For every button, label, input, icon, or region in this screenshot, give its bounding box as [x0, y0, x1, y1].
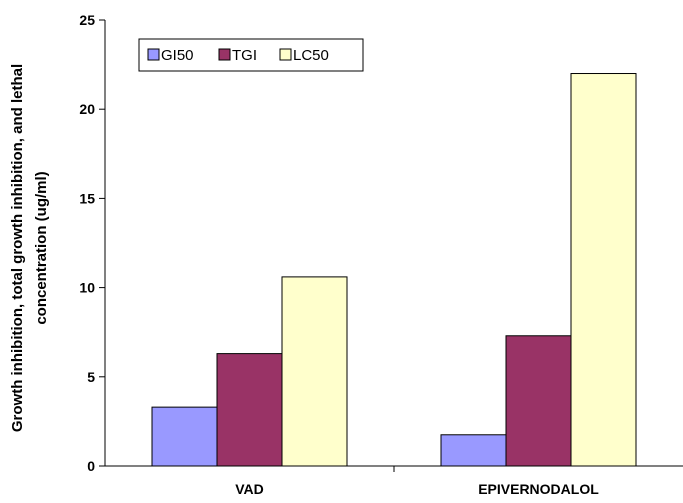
y-tick-label: 15	[79, 190, 95, 206]
bar-tgi-epivernodalol	[505, 335, 572, 467]
legend-box	[138, 38, 364, 72]
y-tick-label: 10	[79, 280, 95, 296]
axes-group: VAD EPIVERNODALOL 0 5 10 15 20 25	[79, 12, 683, 497]
bars-group	[151, 73, 637, 467]
legend-swatch-gi50	[147, 48, 160, 61]
y-tick-label: 25	[79, 12, 95, 28]
legend-label-gi50: GI50	[161, 47, 194, 64]
y-tick-label: 20	[79, 101, 95, 117]
y-tick-label: 5	[87, 369, 95, 385]
x-tick-label-epivernodalol: EPIVERNODALOL	[478, 481, 599, 497]
bar-tgi-vad	[216, 353, 283, 467]
legend-label-tgi: TGI	[232, 47, 257, 64]
y-axis-title-line-2: concentration (ug/ml)	[33, 171, 50, 324]
x-tick-label-vad: VAD	[235, 481, 264, 497]
bar-gi50-vad	[151, 406, 218, 467]
y-axis-title-line-1: Growth inhibition, total growth inhibiti…	[9, 64, 26, 432]
legend-label-lc50: LC50	[293, 47, 329, 64]
bar-gi50-epivernodalol	[440, 434, 507, 467]
bar-lc50-epivernodalol	[570, 73, 637, 467]
y-tick-label: 0	[87, 458, 95, 474]
bar-lc50-vad	[281, 276, 348, 467]
legend-swatch-tgi	[218, 48, 231, 61]
legend: GI50 TGI LC50	[138, 38, 364, 72]
y-axis-title: Growth inhibition, total growth inhibiti…	[9, 64, 50, 432]
legend-swatch-lc50	[279, 48, 292, 61]
